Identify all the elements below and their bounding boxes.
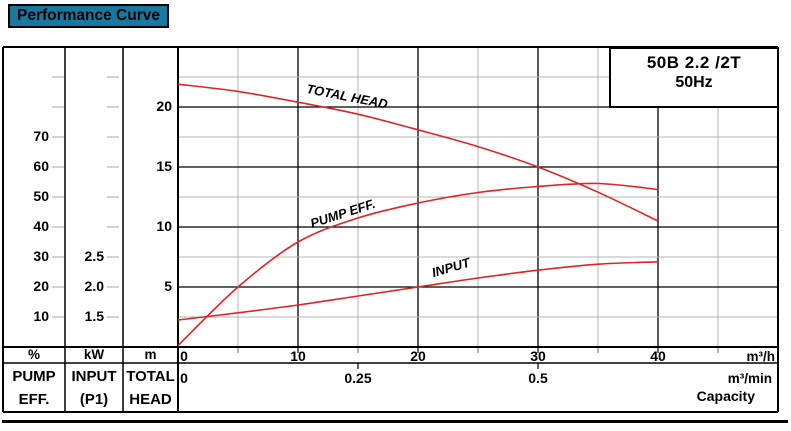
unit-m: m [144, 347, 157, 362]
model-box: 50B 2.2 /2T 50Hz [609, 47, 779, 108]
unit-kw: kW [83, 347, 105, 362]
legend-p1: (P1) [79, 391, 109, 408]
pct-tick-40: 40 [33, 218, 49, 234]
legend-pump: PUMP [12, 368, 56, 385]
model-number: 50B 2.2 /2T [646, 53, 742, 72]
pct-tick-70: 70 [33, 128, 49, 144]
total-head-curve [177, 83, 659, 222]
pct-tick-60: 60 [33, 158, 49, 174]
pump-eff-curve [177, 182, 659, 347]
m-tick-15: 15 [156, 158, 172, 174]
m-tick-20: 20 [156, 98, 172, 114]
x-tick-m3min-0: 0 [180, 370, 188, 386]
frequency-label: 50Hz [675, 74, 713, 91]
bottom-rule [2, 420, 788, 423]
pct-tick-50: 50 [33, 188, 49, 204]
legend-eff: EFF. [18, 391, 50, 408]
legend-total: TOTAL [126, 368, 175, 385]
page-title: Performance Curve [8, 4, 169, 28]
x-tick-m3min-0.25: 0.25 [344, 370, 372, 386]
unit-percent: % [27, 347, 40, 362]
x-tick-m3h-30: 30 [530, 348, 546, 364]
m-tick-10: 10 [156, 218, 172, 234]
unit-m3h: m³/h [746, 349, 776, 364]
x-tick-m3h-0: 0 [180, 348, 188, 364]
kW-tick-2.0: 2.0 [84, 278, 104, 294]
pct-tick-10: 10 [33, 308, 49, 324]
m-tick-5: 5 [164, 278, 172, 294]
capacity-axis-label: Capacity [696, 388, 755, 404]
unit-m3min: m³/min [727, 371, 772, 386]
pct-tick-30: 30 [33, 248, 49, 264]
legend-input: INPUT [71, 368, 117, 385]
kW-tick-1.5: 1.5 [84, 308, 104, 324]
x-tick-m3h-20: 20 [410, 348, 426, 364]
x-tick-m3min-0.5: 0.5 [528, 370, 548, 386]
legend-head: HEAD [129, 391, 172, 408]
x-tick-m3h-40: 40 [650, 348, 666, 364]
input-curve [177, 261, 659, 321]
pct-tick-20: 20 [33, 278, 49, 294]
x-tick-m3h-10: 10 [290, 348, 306, 364]
kW-tick-2.5: 2.5 [84, 248, 104, 264]
